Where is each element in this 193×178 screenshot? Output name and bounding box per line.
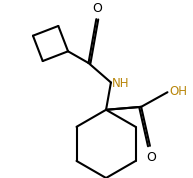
Text: O: O	[92, 2, 102, 15]
Text: OH: OH	[169, 85, 187, 98]
Text: NH: NH	[112, 77, 129, 90]
Text: O: O	[146, 151, 156, 164]
